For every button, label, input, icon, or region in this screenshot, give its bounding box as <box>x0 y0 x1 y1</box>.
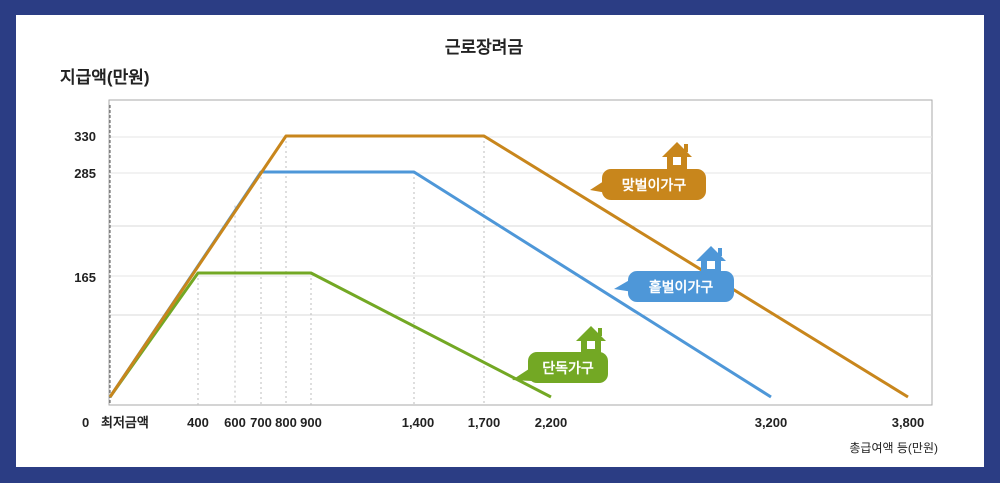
x-tick-600: 600 <box>224 415 246 430</box>
x-tick-1400: 1,400 <box>402 415 435 430</box>
legend-label-single-person: 단독가구 <box>542 360 594 376</box>
house-window <box>587 341 595 349</box>
x-tick-700: 700 <box>250 415 272 430</box>
chart-svg: 근로장려금 지급액(만원) 330 285 165 0 최저금액 400 600… <box>60 38 938 455</box>
x-tick-2200: 2,200 <box>535 415 568 430</box>
x-tick-3200: 3,200 <box>755 415 788 430</box>
legend-dual-income: 맞벌이가구 <box>590 142 706 200</box>
legend-single-person: 단독가구 <box>512 326 608 383</box>
x-tick-800: 800 <box>275 415 297 430</box>
x-tick-0: 0 <box>82 415 89 430</box>
badge-box <box>528 352 608 383</box>
y-tick-165: 165 <box>74 270 96 285</box>
house-window <box>707 261 715 269</box>
y-tick-285: 285 <box>74 166 96 181</box>
legend-label-single-income: 홑벌이가구 <box>649 279 714 295</box>
y-tick-330: 330 <box>74 129 96 144</box>
x-axis-label: 총급여액 등(만원) <box>849 441 938 455</box>
x-tick-1700: 1,700 <box>468 415 501 430</box>
chart-frame: 근로장려금 지급액(만원) 330 285 165 0 최저금액 400 600… <box>16 15 984 467</box>
chart-title: 근로장려금 <box>445 38 524 57</box>
series-line-single-person <box>108 271 552 399</box>
x-tick-3800: 3,800 <box>892 415 925 430</box>
y-axis-label: 지급액(만원) <box>60 68 150 87</box>
house-window <box>673 157 681 165</box>
x-tick-900: 900 <box>300 415 322 430</box>
plot-frame <box>108 99 933 406</box>
badge-pointer <box>512 367 532 381</box>
series-line-dual-income <box>108 134 909 399</box>
x-tick-min-amount: 최저금액 <box>101 415 149 430</box>
x-tick-400: 400 <box>187 415 209 430</box>
legend-single-income: 홑벌이가구 <box>614 246 734 302</box>
badge-box <box>628 271 734 302</box>
legend-label-dual-income: 맞벌이가구 <box>622 177 687 193</box>
badge-box <box>602 169 706 200</box>
